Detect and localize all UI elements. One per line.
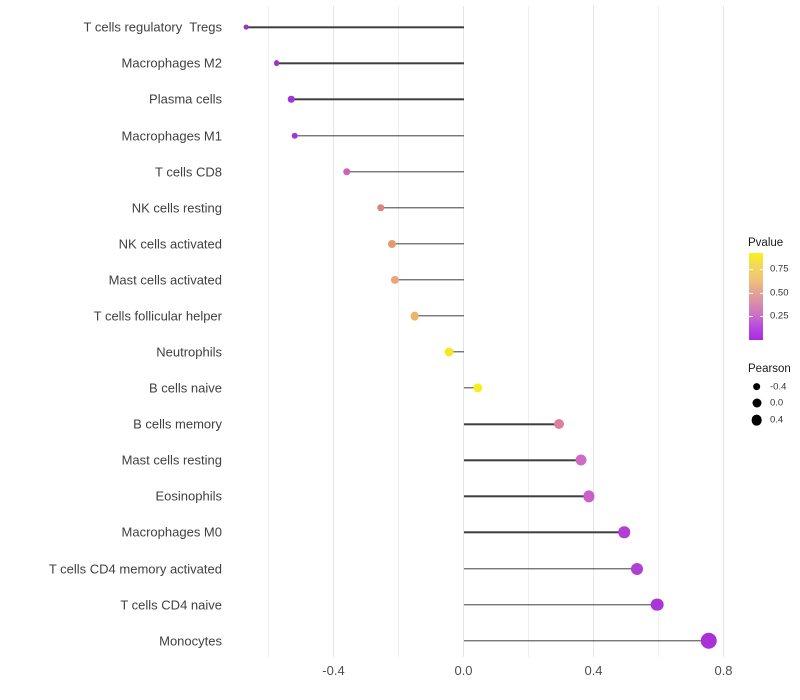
size-legend-dot [752,382,761,391]
lollipop-stem [291,98,464,101]
lollipop-stem [463,495,589,498]
lollipop-stem [346,170,464,173]
lollipop-stem [414,315,464,317]
lollipop-dot [291,132,298,139]
x-axis-tick-label: 0.4 [584,663,603,678]
colorbar-tick-mark [749,292,753,294]
colorbar-tick-mark [759,315,763,317]
minor-gridline [658,6,659,657]
lollipop-stem [294,134,464,137]
row-label: T cells CD4 naive [120,597,222,613]
minor-gridline [398,6,399,657]
row-label: T cells regulatory Tregs [83,19,222,35]
lollipop-stem [448,351,464,353]
lollipop-stem [245,26,464,28]
row-label: Mast cells activated [108,272,222,288]
row-label: Macrophages M2 [121,55,222,71]
major-gridline [333,6,334,657]
row-label: NK cells resting [131,200,222,216]
lollipop-stem [395,279,464,281]
row-label: B cells memory [133,416,222,432]
lollipop-stem [463,423,560,425]
lollipop-dot [391,275,400,284]
lollipop-dot [376,203,385,212]
lollipop-dot [700,632,718,649]
x-axis-tick-label: -0.4 [322,663,345,678]
pvalue-legend-title: Pvalue [748,237,784,249]
lollipop-dot [575,454,586,466]
row-label: Neutrophils [156,344,222,360]
lollipop-stem [463,387,479,389]
lollipop-stem [463,459,581,461]
minor-gridline [268,6,269,657]
major-gridline [463,6,464,657]
size-legend-dot [751,414,762,426]
lollipop-dot [554,419,565,430]
major-gridline [723,6,724,657]
colorbar-tick-label: 0.75 [770,263,789,275]
lollipop-stem [463,567,638,570]
pearson-legend-title: Pearson [748,363,791,375]
lollipop-stem [463,603,657,606]
row-label: Plasma cells [149,91,222,107]
lollipop-dot [631,562,644,575]
x-axis-tick-label: 0.0 [454,663,473,678]
lollipop-dot [342,167,351,176]
lollipop-stem [463,639,709,642]
lollipop-stem [392,243,464,245]
row-label: T cells follicular helper [93,308,222,324]
row-label: Monocytes [159,633,222,649]
x-axis-tick-label: 0.8 [714,663,733,678]
lollipop-stem [380,206,464,209]
pvalue-colorbar [749,253,763,340]
colorbar-tick-label: 0.50 [770,287,789,299]
lollipop-stem [463,531,625,534]
minor-gridline [528,6,529,657]
lollipop-dot [444,347,454,357]
colorbar-tick-label: 0.25 [770,310,789,322]
row-label: NK cells activated [118,236,222,252]
row-label: Macrophages M1 [121,128,222,144]
colorbar-tick-mark [759,292,763,294]
row-label: Eosinophils [155,488,223,504]
colorbar-tick-mark [749,268,753,270]
lollipop-dot [473,383,483,393]
lollipop-dot [410,311,420,321]
row-label: B cells naive [149,380,222,396]
row-label: T cells CD4 memory activated [48,561,222,576]
colorbar-tick-mark [759,268,763,270]
row-label: T cells CD8 [155,164,222,180]
size-legend-dot [752,398,761,408]
lollipop-dot [583,490,595,502]
lollipop-dot [388,239,396,248]
lollipop-dot [650,598,664,611]
row-label: Macrophages M0 [121,524,222,540]
size-legend-label: -0.4 [770,381,787,393]
size-legend-label: 0.0 [770,397,784,409]
lollipop-dot [273,60,280,67]
lollipop-stem [276,62,464,65]
major-gridline [593,6,594,657]
lollipop-dot [618,526,631,539]
size-legend-label: 0.4 [770,414,784,426]
lollipop-dot [288,96,295,103]
colorbar-tick-mark [749,315,753,317]
row-label: Mast cells resting [121,452,222,468]
lollipop-dot [243,24,249,30]
